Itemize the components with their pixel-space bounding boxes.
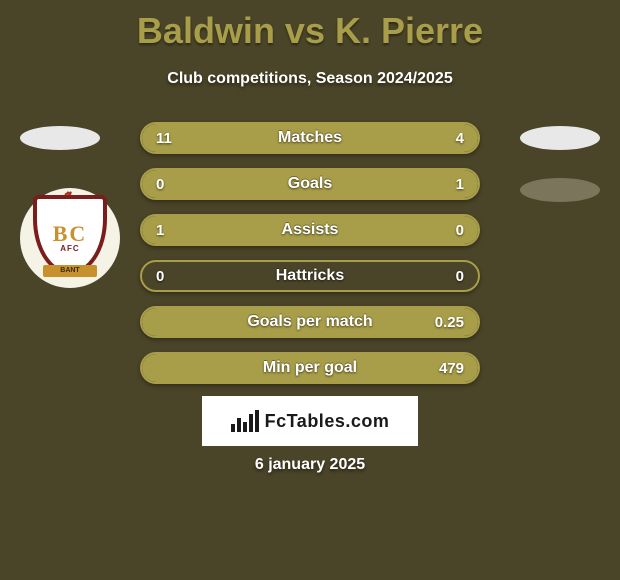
stat-value-left: 0 (156, 262, 164, 290)
club-logo-right-placeholder-2 (520, 178, 600, 202)
stat-label: Goals (142, 170, 478, 198)
stat-row: Assists1 0 (140, 214, 480, 246)
stat-value-left: 0 (156, 170, 164, 198)
watermark-text: FcTables.com (265, 411, 390, 432)
stat-label: Goals per match (142, 308, 478, 336)
crest-afc: AFC (37, 244, 103, 253)
stat-label: Hattricks (142, 262, 478, 290)
club-crest: 🐓 BC AFC BANT (20, 188, 120, 288)
page-title: Baldwin vs K. Pierre (0, 0, 620, 52)
stat-row: Goals per match0.25 (140, 306, 480, 338)
club-logo-left-placeholder (20, 126, 100, 150)
stat-row: Hattricks0 0 (140, 260, 480, 292)
stat-value-right: 0 (456, 262, 464, 290)
stat-value-right: 4 (456, 124, 464, 152)
stat-label: Assists (142, 216, 478, 244)
stats-container: Matches114Goals01Assists10Hattricks00Goa… (140, 122, 480, 398)
stat-value-right: 0.25 (435, 308, 464, 336)
stat-value-right: 479 (439, 354, 464, 382)
crest-banner: BANT (43, 265, 97, 277)
watermark-chart-icon (231, 410, 259, 432)
stat-row: Goals0 1 (140, 168, 480, 200)
watermark: FcTables.com (202, 396, 418, 446)
club-logo-right-placeholder (520, 126, 600, 150)
date-label: 6 january 2025 (0, 456, 620, 474)
stat-value-left: 11 (156, 124, 172, 152)
stat-value-right: 0 (456, 216, 464, 244)
stat-label: Matches (142, 124, 478, 152)
stat-value-left: 1 (156, 216, 164, 244)
stat-value-right: 1 (456, 170, 464, 198)
subtitle: Club competitions, Season 2024/2025 (0, 70, 620, 88)
stat-row: Matches11 4 (140, 122, 480, 154)
stat-row: Min per goal479 (140, 352, 480, 384)
stat-label: Min per goal (142, 354, 478, 382)
